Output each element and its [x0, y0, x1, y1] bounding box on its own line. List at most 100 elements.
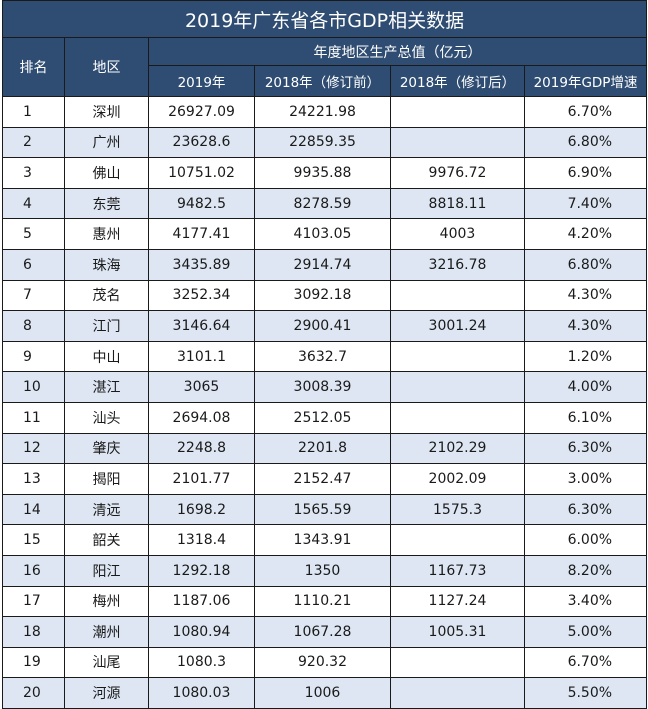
gdp-2018-before-cell: 1343.91 — [254, 524, 391, 556]
table-row: 3 佛山 10751.02 9935.88 9976.72 6.90% — [2, 157, 648, 189]
gdp-2018-after-cell: 4003 — [390, 218, 525, 250]
growth-cell: 6.80% — [523, 126, 648, 159]
city-cell: 阳江 — [64, 554, 149, 587]
gdp-2019-cell: 1080.3 — [148, 646, 255, 679]
gdp-2019-cell: 3435.89 — [148, 248, 255, 281]
city-cell: 汕头 — [64, 401, 149, 434]
growth-cell: 6.00% — [523, 524, 648, 556]
rank-cell: 4 — [2, 187, 65, 220]
rank-cell: 1 — [2, 96, 65, 128]
rank-cell: 6 — [2, 248, 65, 281]
gdp-2018-after-cell: 2102.29 — [390, 432, 525, 465]
city-cell: 深圳 — [64, 96, 149, 128]
gdp-2018-before-cell: 8278.59 — [254, 187, 391, 220]
growth-cell: 3.00% — [523, 463, 648, 495]
table-row: 7 茂名 3252.34 3092.18 4.30% — [2, 279, 648, 312]
gdp-2018-after-cell: 1575.3 — [390, 493, 525, 526]
gdp-2018-before-cell: 4103.05 — [254, 218, 391, 250]
table-row: 12 肇庆 2248.8 2201.8 2102.29 6.30% — [2, 432, 648, 465]
growth-cell: 6.70% — [523, 646, 648, 679]
gdp-2019-cell: 3101.1 — [148, 340, 255, 373]
table-row: 6 珠海 3435.89 2914.74 3216.78 6.80% — [2, 248, 648, 281]
growth-cell: 4.00% — [523, 371, 648, 403]
rank-cell: 15 — [2, 524, 65, 556]
city-cell: 韶关 — [64, 524, 149, 556]
table-title: 2019年广东省各市GDP相关数据 — [1, 0, 648, 38]
table-row: 5 惠州 4177.41 4103.05 4003 4.20% — [2, 218, 648, 250]
rank-cell: 11 — [2, 401, 65, 434]
gdp-2019-cell: 2248.8 — [148, 432, 255, 465]
rank-cell: 20 — [2, 677, 65, 709]
gdp-2019-cell: 3146.64 — [148, 310, 255, 342]
gdp-2018-before-cell: 2900.41 — [254, 310, 391, 342]
table-row: 9 中山 3101.1 3632.7 1.20% — [2, 340, 648, 373]
rank-cell: 18 — [2, 616, 65, 648]
gdp-2018-after-cell: 3216.78 — [390, 248, 525, 281]
growth-cell: 6.30% — [523, 432, 648, 465]
gdp-2018-after-cell — [390, 524, 525, 556]
table-row: 4 东莞 9482.5 8278.59 8818.11 7.40% — [2, 187, 648, 220]
gdp-2019-cell: 3065 — [148, 371, 255, 403]
table-row: 11 汕头 2694.08 2512.05 6.10% — [2, 401, 648, 434]
region-header: 地区 — [64, 37, 149, 97]
gdp-2018-after-cell: 9976.72 — [390, 157, 525, 189]
city-cell: 潮州 — [64, 616, 149, 648]
gdp-2018-before-cell: 3632.7 — [254, 340, 391, 373]
gdp-2018-before-header: 2018年（修订前） — [254, 65, 391, 97]
gdp-2019-cell: 3252.34 — [148, 279, 255, 312]
table-row: 17 梅州 1187.06 1110.21 1127.24 3.40% — [2, 585, 648, 618]
gdp-2018-before-cell: 3008.39 — [254, 371, 391, 403]
gdp-2019-cell: 1080.03 — [148, 677, 255, 709]
city-cell: 清远 — [64, 493, 149, 526]
table-row: 2 广州 23628.6 22859.35 6.80% — [2, 126, 648, 159]
city-cell: 茂名 — [64, 279, 149, 312]
gdp-2019-cell: 1187.06 — [148, 585, 255, 618]
gdp-2018-after-cell — [390, 401, 525, 434]
city-cell: 梅州 — [64, 585, 149, 618]
table-body: 1 深圳 26927.09 24221.98 6.70% 2 广州 23628.6 22859.… — [2, 96, 648, 709]
gdp-2018-after-cell: 1167.73 — [390, 554, 525, 587]
gdp-2019-cell: 2101.77 — [148, 463, 255, 495]
city-cell: 珠海 — [64, 248, 149, 281]
table-row: 1 深圳 26927.09 24221.98 6.70% — [2, 96, 648, 128]
table-row: 19 汕尾 1080.3 920.32 6.70% — [2, 646, 648, 679]
growth-cell: 5.50% — [523, 677, 648, 709]
city-cell: 汕尾 — [64, 646, 149, 679]
growth-cell: 6.70% — [523, 96, 648, 128]
growth-cell: 5.00% — [523, 616, 648, 648]
rank-cell: 13 — [2, 463, 65, 495]
gdp-2018-before-cell: 2914.74 — [254, 248, 391, 281]
rank-cell: 17 — [2, 585, 65, 618]
growth-cell: 4.30% — [523, 310, 648, 342]
table-row: 20 河源 1080.03 1006 5.50% — [2, 677, 648, 709]
gdp-2019-cell: 2694.08 — [148, 401, 255, 434]
gdp-2018-before-cell: 1006 — [254, 677, 391, 709]
gdp-2018-before-cell: 1350 — [254, 554, 391, 587]
gdp-2018-before-cell: 24221.98 — [254, 96, 391, 128]
gdp-2018-after-cell — [390, 279, 525, 312]
gdp-2018-before-cell: 2201.8 — [254, 432, 391, 465]
gdp-2018-after-cell: 2002.09 — [390, 463, 525, 495]
gdp-2018-after-cell — [390, 677, 525, 709]
gdp-2018-before-cell: 9935.88 — [254, 157, 391, 189]
growth-cell: 3.40% — [523, 585, 648, 618]
city-cell: 河源 — [64, 677, 149, 709]
gdp-2018-after-cell: 1005.31 — [390, 616, 525, 648]
gdp-2018-before-cell: 3092.18 — [254, 279, 391, 312]
gdp-group-header: 年度地区生产总值（亿元） — [147, 37, 648, 66]
gdp-2019-cell: 26927.09 — [148, 96, 255, 128]
rank-cell: 14 — [2, 493, 65, 526]
gdp-2018-after-cell — [390, 371, 525, 403]
rank-cell: 9 — [2, 340, 65, 373]
city-cell: 佛山 — [64, 157, 149, 189]
rank-cell: 19 — [2, 646, 65, 679]
gdp-2018-after-header: 2018年（修订后） — [390, 65, 525, 97]
rank-header: 排名 — [2, 37, 65, 97]
growth-cell: 6.30% — [523, 493, 648, 526]
rank-cell: 7 — [2, 279, 65, 312]
gdp-2019-cell: 1318.4 — [148, 524, 255, 556]
growth-cell: 8.20% — [523, 554, 648, 587]
gdp-2018-before-cell: 2512.05 — [254, 401, 391, 434]
rank-cell: 16 — [2, 554, 65, 587]
